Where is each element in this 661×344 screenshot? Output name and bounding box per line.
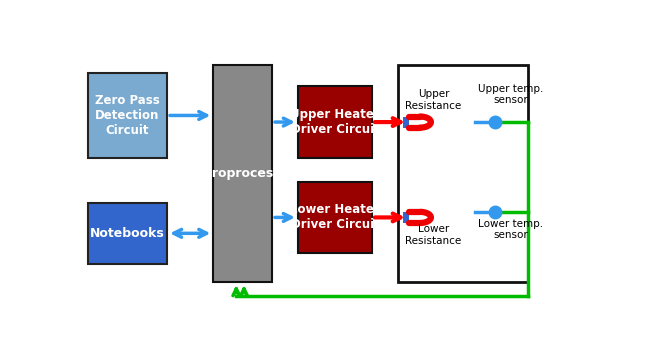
Text: Upper temp.
sensor: Upper temp. sensor — [478, 84, 543, 105]
Text: Lower
Resistance: Lower Resistance — [405, 224, 461, 246]
Bar — [403, 212, 409, 223]
FancyBboxPatch shape — [214, 65, 272, 282]
Bar — [398, 65, 528, 282]
Text: Upper
Resistance: Upper Resistance — [405, 89, 461, 110]
Text: Lower Heater
Driver Circuit: Lower Heater Driver Circuit — [290, 203, 380, 232]
Text: Upper Heater
Driver Circuit: Upper Heater Driver Circuit — [290, 108, 380, 136]
Text: Lower temp.
sensor: Lower temp. sensor — [478, 219, 543, 240]
FancyBboxPatch shape — [297, 86, 372, 158]
FancyBboxPatch shape — [297, 182, 372, 253]
FancyBboxPatch shape — [88, 73, 167, 158]
Bar — [403, 117, 409, 128]
Text: Zero Pass
Detection
Circuit: Zero Pass Detection Circuit — [95, 94, 160, 137]
Text: Notebooks: Notebooks — [90, 227, 165, 240]
FancyBboxPatch shape — [88, 203, 167, 264]
Text: Microprocessor: Microprocessor — [189, 167, 296, 180]
